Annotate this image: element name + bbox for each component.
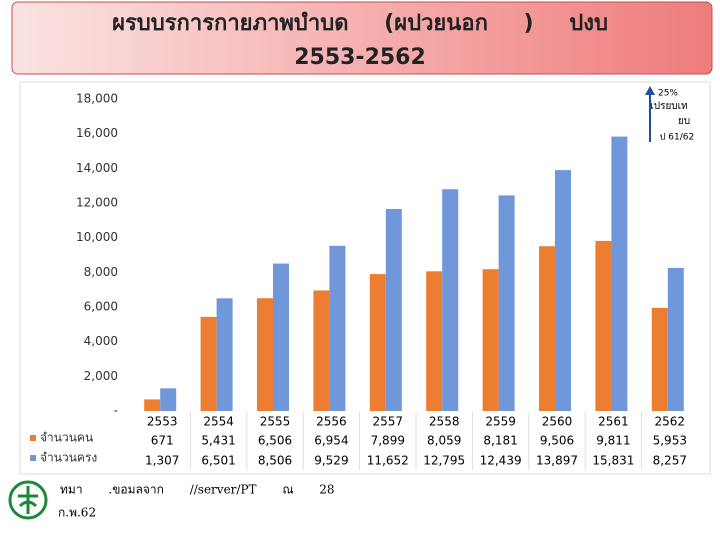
value-label: 9,811 xyxy=(596,434,630,448)
logo-mark xyxy=(18,486,38,514)
y-tick-label: 8,000 xyxy=(84,265,118,279)
y-tick-label: 6,000 xyxy=(84,300,118,314)
value-label: 9,506 xyxy=(540,434,574,448)
bar xyxy=(651,307,668,411)
value-label: 7,899 xyxy=(371,434,405,448)
source-note: ทมา .ขอมลจาก //server/PT ณ 28 xyxy=(60,483,335,497)
y-tick-label: 2,000 xyxy=(84,369,118,383)
bar xyxy=(144,399,161,411)
bar xyxy=(160,388,177,411)
y-tick-label: 12,000 xyxy=(76,196,118,210)
bar xyxy=(482,269,499,411)
value-label: 9,529 xyxy=(314,454,348,468)
x-tick-label: 2557 xyxy=(373,415,404,429)
value-label: 13,897 xyxy=(536,454,578,468)
value-label: 8,506 xyxy=(258,454,292,468)
x-tick-label: 2555 xyxy=(260,415,291,429)
x-tick-label: 2561 xyxy=(598,415,629,429)
x-tick-label: 2553 xyxy=(147,415,178,429)
value-label: 5,431 xyxy=(201,434,235,448)
y-tick-label: 14,000 xyxy=(76,161,118,175)
value-label: 6,954 xyxy=(314,434,348,448)
chart-subtitle: 2553-2562 xyxy=(294,45,426,70)
y-tick-label: - xyxy=(114,404,118,418)
value-label: 8,257 xyxy=(653,454,687,468)
y-tick-label: 16,000 xyxy=(76,126,118,140)
value-label: 12,439 xyxy=(480,454,522,468)
annotation: 25% xyxy=(658,89,678,99)
value-label: 6,501 xyxy=(201,454,235,468)
annotation: เปรยบเท xyxy=(650,101,687,112)
annotation-arrowhead xyxy=(645,86,655,95)
y-tick-label: 4,000 xyxy=(84,334,118,348)
source-note: ก.พ.62 xyxy=(58,506,96,520)
bar xyxy=(257,298,273,411)
bar xyxy=(200,316,217,411)
bar xyxy=(385,209,402,411)
bar xyxy=(313,290,330,411)
legend-swatch xyxy=(30,435,36,441)
bar xyxy=(369,274,386,411)
value-label: 8,059 xyxy=(427,434,461,448)
x-tick-label: 2559 xyxy=(485,415,516,429)
plot-frame xyxy=(19,81,711,475)
bar xyxy=(595,240,612,411)
bar xyxy=(329,245,346,411)
title-box xyxy=(11,1,713,75)
annotation: ยบ xyxy=(678,116,690,127)
bar xyxy=(498,195,515,411)
bar xyxy=(667,267,684,411)
annotation: ป 61/62 xyxy=(660,133,695,143)
chart-title: ผรบบรการกายภาพบำบด (ผปวยนอก ) ปงบ xyxy=(112,11,608,36)
x-tick-label: 2560 xyxy=(542,415,573,429)
legend-swatch xyxy=(30,455,36,461)
bar xyxy=(426,271,443,411)
x-tick-label: 2558 xyxy=(429,415,460,429)
value-label: 8,181 xyxy=(483,434,517,448)
value-label: 6,506 xyxy=(258,434,292,448)
x-tick-label: 2556 xyxy=(316,415,347,429)
bar xyxy=(611,136,628,411)
x-tick-label: 2562 xyxy=(655,415,686,429)
bar xyxy=(539,246,555,411)
value-label: 15,831 xyxy=(592,454,634,468)
y-tick-label: 18,000 xyxy=(76,92,118,106)
legend-label: จำนวนครง xyxy=(40,451,97,465)
value-label: 671 xyxy=(151,434,174,448)
bar xyxy=(273,263,289,411)
value-label: 5,953 xyxy=(653,434,687,448)
bar xyxy=(555,170,571,411)
bar xyxy=(442,189,459,411)
bar xyxy=(216,298,233,411)
x-tick-label: 2554 xyxy=(203,415,234,429)
value-label: 1,307 xyxy=(145,454,179,468)
value-label: 11,652 xyxy=(367,454,409,468)
value-label: 12,795 xyxy=(423,454,465,468)
legend-label: จำนวนคน xyxy=(40,431,93,445)
y-tick-label: 10,000 xyxy=(76,230,118,244)
